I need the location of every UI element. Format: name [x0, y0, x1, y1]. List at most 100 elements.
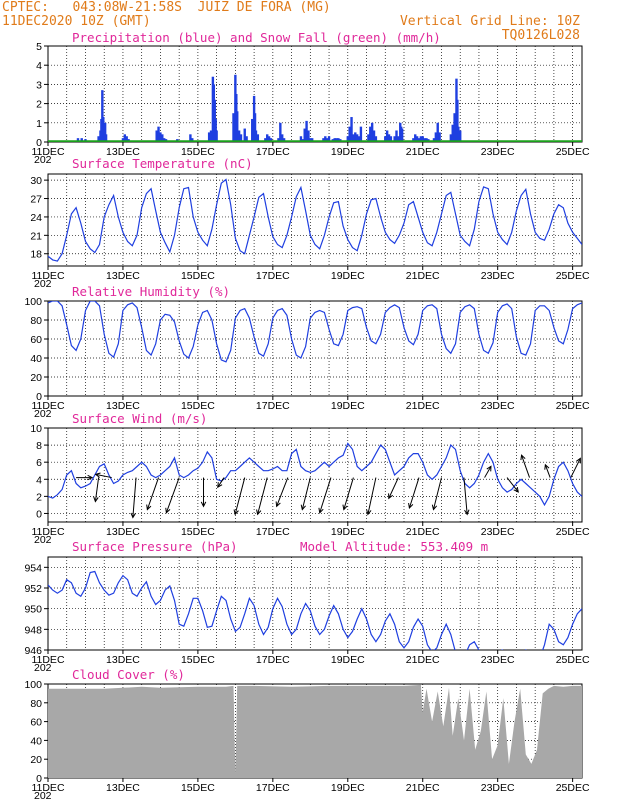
precip-bar: [267, 136, 271, 142]
rh-title: Relative Humidity (%): [72, 284, 230, 299]
wind-vector: [165, 477, 180, 514]
precip-bar: [327, 136, 331, 142]
pres-xtick-label: 23DEC: [481, 654, 515, 666]
pres-xtick-label: 25DEC: [556, 654, 590, 666]
precip-bar: [162, 138, 166, 142]
wind-vector: [431, 477, 442, 511]
temp-xtick-label: 19DEC: [331, 270, 365, 282]
precip-bar: [346, 136, 349, 142]
temp-xtick-label: 25DEC: [556, 270, 590, 282]
precip-bar: [453, 113, 456, 142]
precip-ytick-label: 4: [36, 60, 42, 72]
wind-year-label: 202: [34, 534, 52, 546]
precip-bar: [459, 130, 462, 142]
precip-bar: [266, 134, 269, 142]
cloud-xtick-label: 23DEC: [481, 782, 515, 794]
precip-bar: [269, 138, 273, 142]
temp-ytick-label: 27: [30, 194, 42, 206]
precip-bar: [425, 138, 428, 142]
rh-panel: 0 20 40 60 80 100 11DEC 13DEC 15DEC 17DEC 19DEC 21D…: [24, 284, 589, 420]
precip-bar: [387, 134, 391, 142]
cloud-xtick-label: 15DEC: [181, 782, 215, 794]
cloud-xtick-label: 19DEC: [331, 782, 365, 794]
rh-ytick-label: 100: [24, 296, 42, 308]
wind-vector: [130, 477, 137, 519]
precip-bar: [125, 136, 128, 142]
wind-title: Surface Wind (m/s): [72, 411, 207, 426]
precip-title: Precipitation (blue) and Snow Fall (gree…: [72, 30, 441, 45]
wind-xtick-label: 25DEC: [556, 526, 590, 538]
precip-bar: [80, 138, 83, 142]
precip-bar: [307, 130, 310, 142]
rh-ytick-label: 60: [30, 334, 42, 346]
header-grid-line: Vertical Grid Line: 10Z: [399, 14, 580, 29]
precip-bar: [395, 130, 398, 142]
wind-vector: [366, 477, 377, 516]
precip-bar: [350, 117, 353, 142]
precip-xtick-label: 19DEC: [331, 146, 365, 158]
rh-xtick-label: 23DEC: [481, 400, 515, 412]
cloud-xtick-label: 11DEC: [31, 782, 64, 794]
pres-subtitle: Model Altitude: 553.409 m: [300, 539, 488, 554]
pres-xtick-label: 11DEC: [31, 654, 64, 666]
precip-bar: [397, 136, 400, 142]
precip-xtick-label: 17DEC: [256, 146, 290, 158]
cloud-xtick-label: 25DEC: [556, 782, 590, 794]
pres-frame: [47, 556, 583, 651]
rh-xtick-label: 13DEC: [106, 400, 140, 412]
cloud-ytick-label: 80: [30, 698, 42, 710]
precip-bar: [423, 138, 426, 142]
wind-xtick-label: 11DEC: [31, 526, 64, 538]
wind-ytick-label: 6: [36, 457, 42, 469]
precip-bar: [393, 136, 396, 142]
precip-bar: [299, 136, 303, 142]
precip-bar: [159, 132, 162, 142]
precip-bar: [384, 136, 387, 142]
wind-vector: [146, 477, 160, 511]
precip-bar: [324, 136, 327, 142]
rh-xtick-label: 25DEC: [556, 400, 590, 412]
temp-xtick-label: 13DEC: [106, 270, 140, 282]
temp-xtick-label: 23DEC: [481, 270, 515, 282]
cloud-ytick-label: 0: [36, 773, 42, 785]
precip-bar: [310, 138, 314, 142]
precip-bar: [456, 99, 459, 142]
precip-bar: [239, 134, 243, 142]
precip-bar: [354, 132, 357, 142]
temp-ytick-label: 21: [30, 230, 42, 242]
precip-data: [48, 74, 582, 142]
precip-bar: [103, 122, 107, 142]
precip-bar: [282, 138, 286, 142]
precip-bar: [451, 124, 454, 142]
precip-bar: [357, 136, 361, 142]
precip-bar: [372, 130, 376, 142]
precip-bar: [303, 128, 306, 142]
precip-bar: [337, 138, 340, 142]
temp-xtick-label: 21DEC: [406, 270, 440, 282]
precip-xtick-label: 11DEC: [31, 146, 64, 158]
precip-bar: [237, 130, 241, 142]
wind-vector: [94, 472, 112, 479]
temp-frame: [47, 173, 583, 267]
precip-bar: [389, 136, 393, 142]
precip-xtick-label: 23DEC: [481, 146, 515, 158]
pres-xtick-label: 13DEC: [106, 654, 140, 666]
rh-xtick-label: 17DEC: [256, 400, 290, 412]
precip-bar: [256, 134, 260, 142]
wind-xtick-label: 23DEC: [481, 526, 515, 538]
precip-bar: [355, 134, 359, 142]
wind-xtick-label: 19DEC: [331, 526, 365, 538]
rh-ytick-label: 0: [36, 391, 42, 403]
precip-bar: [305, 120, 308, 142]
temp-xtick-label: 17DEC: [256, 270, 290, 282]
wind-ytick-label: 2: [36, 491, 42, 503]
cloud-ytick-label: 20: [30, 754, 42, 766]
wind-data: [48, 442, 582, 519]
precip-bar: [335, 138, 338, 142]
wind-vector: [520, 454, 531, 478]
wind-vector: [200, 477, 207, 508]
pres-title: Surface Pressure (hPa): [72, 539, 238, 554]
precip-bar: [449, 134, 453, 142]
pres-xtick-label: 21DEC: [406, 654, 440, 666]
